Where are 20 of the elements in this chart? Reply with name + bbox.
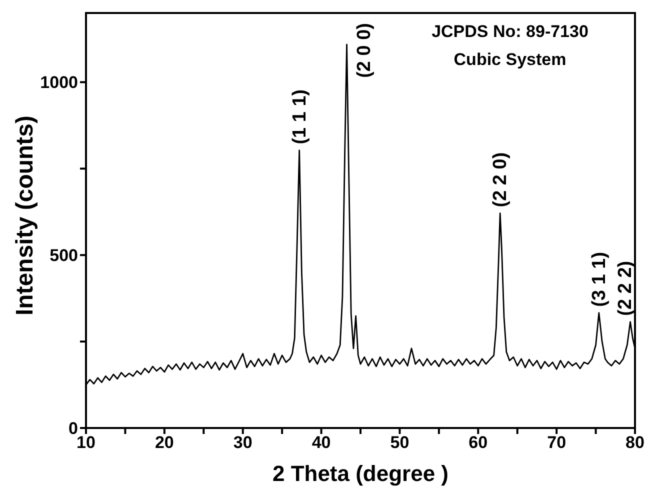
annotation: Cubic System bbox=[452, 49, 568, 71]
annotation: (2 2 2) bbox=[615, 260, 636, 316]
y-tick-label: 500 bbox=[50, 246, 78, 266]
y-axis-title: Intensity (counts) bbox=[12, 115, 39, 316]
annotation: (2 2 0) bbox=[490, 152, 512, 208]
x-tick-label: 20 bbox=[154, 433, 174, 452]
x-tick-label: 30 bbox=[233, 433, 252, 452]
y-tick-label: 1000 bbox=[40, 73, 78, 92]
x-tick-label: 40 bbox=[312, 433, 331, 452]
annotation: (2 0 0) bbox=[354, 23, 375, 78]
annotation: (3 1 1) bbox=[588, 252, 610, 307]
x-axis-title: 2 Theta (degree ) bbox=[272, 461, 449, 486]
x-tick-label: 70 bbox=[547, 433, 566, 452]
y-tick-label: 0 bbox=[68, 419, 78, 438]
annotation: JCPDS No: 89-7130 bbox=[430, 21, 590, 43]
x-tick-label: 10 bbox=[76, 433, 96, 452]
x-tick-label: 60 bbox=[468, 433, 488, 452]
annotation: (1 1 1) bbox=[289, 89, 310, 144]
x-tick-label: 80 bbox=[626, 433, 644, 452]
x-tick-label: 50 bbox=[390, 433, 410, 452]
